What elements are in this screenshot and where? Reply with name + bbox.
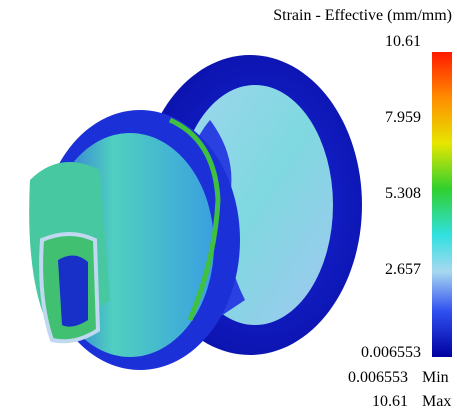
max-value: 10.61 [372,393,408,410]
tick-label: 0.006553 [361,344,421,361]
legend-title: Strain - Effective (mm/mm) [273,7,452,24]
max-label: Max [422,393,451,410]
tick-label: 2.657 [385,261,421,278]
inner-hole [58,255,88,326]
model-render [29,55,362,370]
tick-label: 10.61 [385,33,421,50]
viewport: Strain - Effective (mm/mm) 10.61 7.959 5… [0,0,457,414]
tick-label: 5.308 [385,185,421,202]
tick-label: 7.959 [385,109,421,126]
min-value: 0.006553 [348,369,408,386]
color-bar [432,52,452,357]
min-label: Min [422,369,449,386]
